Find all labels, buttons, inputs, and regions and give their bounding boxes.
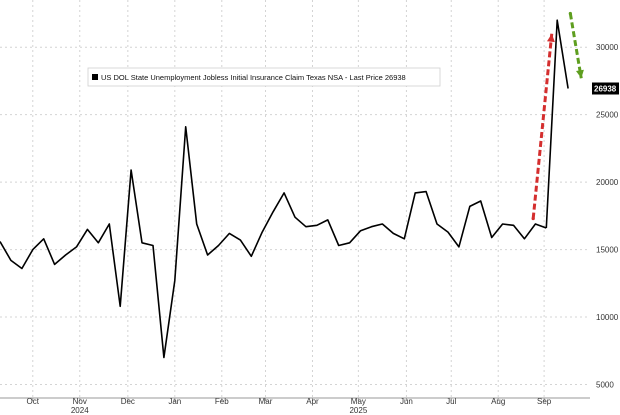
series-line <box>545 19 569 229</box>
arrow-shaft <box>531 33 554 219</box>
x-tick-label: Feb <box>215 397 229 406</box>
series-lines <box>0 19 569 359</box>
year-label: 2025 <box>349 406 367 415</box>
y-tick-label: 20000 <box>596 178 619 187</box>
arrow-tail <box>568 11 572 16</box>
year-labels: 2024 2025 <box>71 406 368 415</box>
x-tick-label: Aug <box>491 397 505 406</box>
x-tick-label: Oct <box>27 397 40 406</box>
x-tick-label: Mar <box>259 397 273 406</box>
y-gridlines <box>0 46 590 386</box>
arrow-tail <box>531 216 535 221</box>
y-tick-label: 15000 <box>596 246 619 255</box>
x-tick-label: Apr <box>306 397 319 406</box>
x-tick-label: May <box>351 397 366 406</box>
y-tick-label: 5000 <box>596 381 614 390</box>
x-tick-label: Sep <box>537 397 552 406</box>
arrow-head <box>547 33 555 43</box>
last-value-label: 26938 <box>594 85 617 94</box>
x-gridlines <box>32 0 545 401</box>
y-tick-label: 10000 <box>596 313 619 322</box>
series-line <box>0 126 547 359</box>
y-tick-label: 30000 <box>596 43 619 52</box>
x-tick-label: Dec <box>121 397 135 406</box>
legend-label: US DOL State Unemployment Jobless Initia… <box>101 73 406 82</box>
y-tick-label: 25000 <box>596 111 619 120</box>
legend: US DOL State Unemployment Jobless Initia… <box>87 67 441 87</box>
legend-box <box>87 67 441 87</box>
legend-swatch <box>92 74 98 80</box>
year-label: 2024 <box>71 406 89 415</box>
x-tick-labels: Oct Nov Dec Jan Feb Mar Apr May Jun Jul Aug Sep <box>27 397 552 406</box>
x-tick-label: Jun <box>400 397 413 406</box>
x-tick-label: Jul <box>446 397 456 406</box>
last-value-badge: 26938 <box>592 82 619 95</box>
annotation-arrows <box>531 11 584 221</box>
last-value-background <box>592 82 619 95</box>
arrow-shaft <box>568 13 583 79</box>
x-tick-label: Nov <box>73 397 87 406</box>
y-tick-labels: 5000 10000 15000 20000 25000 30000 <box>596 43 619 389</box>
x-tick-label: Jan <box>168 397 181 406</box>
arrow-head <box>576 69 584 79</box>
